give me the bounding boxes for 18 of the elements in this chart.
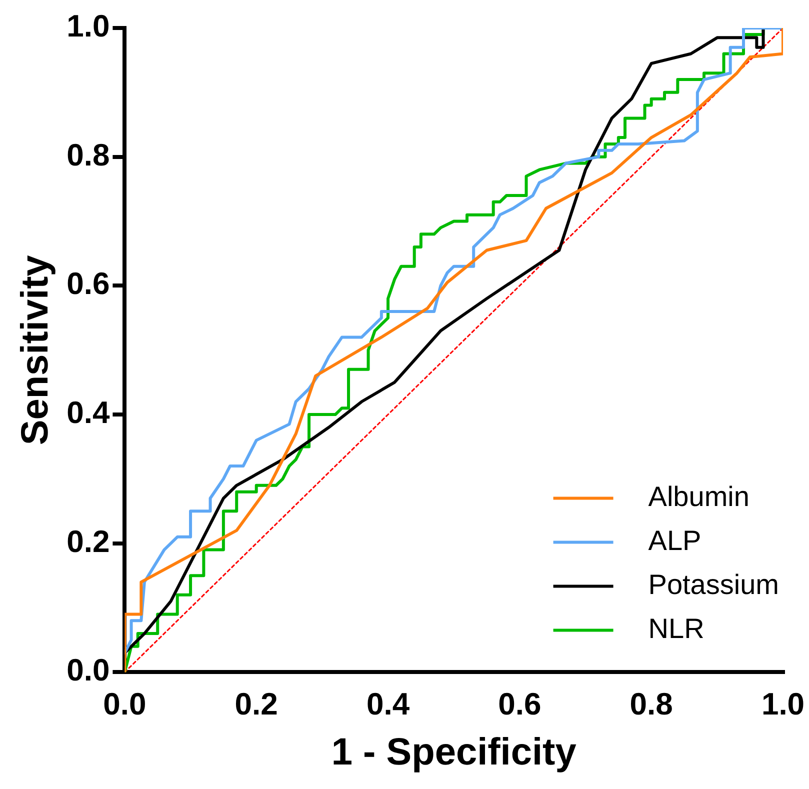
y-tick-label: 0.8 [66, 137, 110, 172]
y-tick-label: 1.0 [66, 8, 110, 44]
x-tick-label: 1.0 [761, 686, 805, 722]
legend-label: Albumin [648, 480, 750, 512]
y-tick-label: 0.4 [66, 395, 110, 430]
x-tick-label: 0.2 [234, 686, 278, 722]
legend-label: ALP [648, 524, 702, 556]
x-tick-label: 0.0 [103, 686, 146, 722]
x-tick-label: 0.6 [498, 686, 542, 722]
y-axis-title: Sensitivity [14, 255, 56, 446]
x-tick-label: 0.4 [366, 686, 410, 722]
x-axis-title: 1 - Specificity [331, 732, 576, 774]
y-tick-label: 0.6 [66, 266, 110, 302]
y-tick-label: 0.0 [66, 652, 110, 688]
y-tick-label: 0.2 [66, 524, 110, 559]
legend-label: NLR [648, 612, 704, 644]
x-tick-label: 0.8 [630, 686, 673, 722]
legend-label: Potassium [648, 568, 779, 600]
